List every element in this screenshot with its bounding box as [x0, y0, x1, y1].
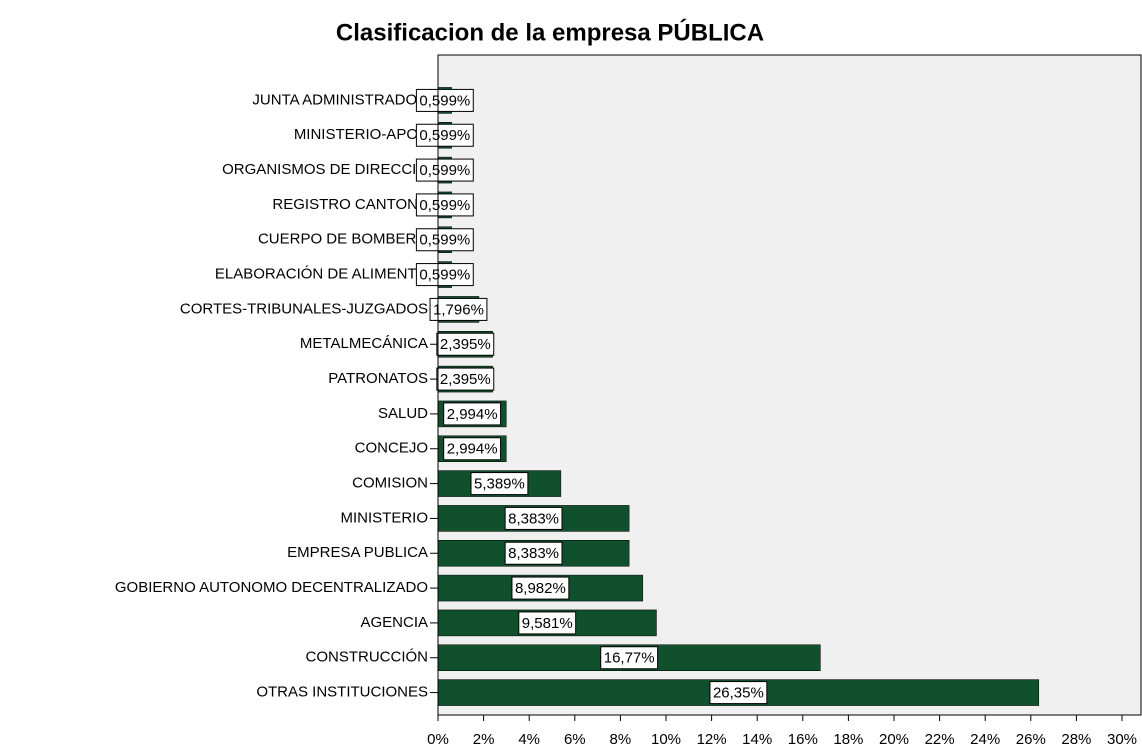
value-label: 8,383%	[508, 545, 559, 562]
value-label-box	[518, 611, 577, 635]
value-label: 2,395%	[440, 336, 491, 353]
value-label: 9,581%	[522, 615, 573, 632]
value-label: 0,599%	[419, 127, 470, 144]
x-tick-label: 22%	[925, 731, 955, 748]
value-label-box	[436, 367, 495, 391]
y-tick-label: CORTES-TRIBUNALES-JUZGADOS	[180, 300, 428, 317]
value-label-box	[415, 158, 474, 182]
value-label-box	[443, 402, 502, 426]
x-tick-label: 8%	[610, 731, 632, 748]
y-tick-label: ORGANISMOS DE DIRECCIO	[222, 161, 428, 178]
value-label: 0,599%	[419, 92, 470, 109]
value-label: 0,599%	[419, 162, 470, 179]
value-label-box	[443, 437, 502, 461]
value-label-box	[436, 332, 495, 356]
value-label: 5,389%	[474, 476, 525, 493]
x-tick-label: 26%	[1016, 731, 1046, 748]
x-tick-label: 10%	[651, 731, 681, 748]
value-label: 2,395%	[440, 371, 491, 388]
value-label: 2,994%	[447, 441, 498, 458]
value-label-box	[504, 541, 563, 565]
y-tick-label: AGENCIA	[360, 614, 428, 631]
x-tick-label: 6%	[564, 731, 586, 748]
y-tick-label: MINISTERIO	[340, 509, 428, 526]
x-tick-label: 20%	[879, 731, 909, 748]
y-tick-label: SALUD	[378, 405, 428, 422]
y-tick-label: EMPRESA PUBLICA	[287, 544, 428, 561]
x-tick-label: 14%	[742, 731, 772, 748]
y-tick-label: ELABORACIÓN DE ALIMENTO	[215, 266, 428, 283]
value-label-box	[709, 681, 768, 705]
plot-area	[437, 54, 1142, 716]
value-label-box	[415, 193, 474, 217]
x-tick-label: 2%	[473, 731, 495, 748]
y-tick-label: GOBIERNO AUTONOMO DECENTRALIZADO	[115, 579, 428, 596]
value-label-box	[415, 88, 474, 112]
value-label: 8,982%	[515, 580, 566, 597]
x-tick-label: 28%	[1061, 731, 1091, 748]
y-tick-label: OTRAS INSTITUCIONES	[256, 684, 428, 701]
y-tick-label: METALMECÁNICA	[300, 335, 428, 352]
value-label-box	[415, 228, 474, 252]
y-tick-label: CONCEJO	[355, 440, 428, 457]
value-label-box	[600, 646, 659, 670]
value-label: 0,599%	[419, 232, 470, 249]
y-tick-label: CUERPO DE BOMBERO	[258, 231, 428, 248]
value-label-box	[511, 576, 570, 600]
chart-title: Clasificacion de la empresa PÚBLICA	[336, 18, 764, 46]
y-tick-label: JUNTA ADMINISTRADOR	[252, 91, 428, 108]
x-tick-label: 0%	[427, 731, 449, 748]
x-tick-label: 12%	[697, 731, 727, 748]
x-tick-label: 30%	[1107, 731, 1137, 748]
y-tick-label: COMISION	[352, 475, 428, 492]
value-label: 0,599%	[419, 197, 470, 214]
y-tick-label: MINISTERIO-APOY	[294, 126, 428, 143]
value-label-box	[429, 297, 488, 321]
value-label: 16,77%	[604, 650, 655, 667]
y-tick-label: CONSTRUCCIÓN	[306, 649, 429, 666]
y-tick-label: PATRONATOS	[328, 370, 428, 387]
value-label-box	[415, 263, 474, 287]
x-tick-label: 24%	[970, 731, 1000, 748]
value-label-box	[415, 123, 474, 147]
value-label: 1,796%	[433, 301, 484, 318]
x-tick-label: 16%	[788, 731, 818, 748]
value-label: 2,994%	[447, 406, 498, 423]
value-label-box	[504, 506, 563, 530]
x-tick-label: 4%	[518, 731, 540, 748]
value-label: 0,599%	[419, 267, 470, 284]
x-tick-label: 18%	[833, 731, 863, 748]
value-label-box	[470, 472, 529, 496]
y-tick-label: REGISTRO CANTONA	[272, 196, 428, 213]
value-label: 8,383%	[508, 510, 559, 527]
value-label: 26,35%	[713, 685, 764, 702]
